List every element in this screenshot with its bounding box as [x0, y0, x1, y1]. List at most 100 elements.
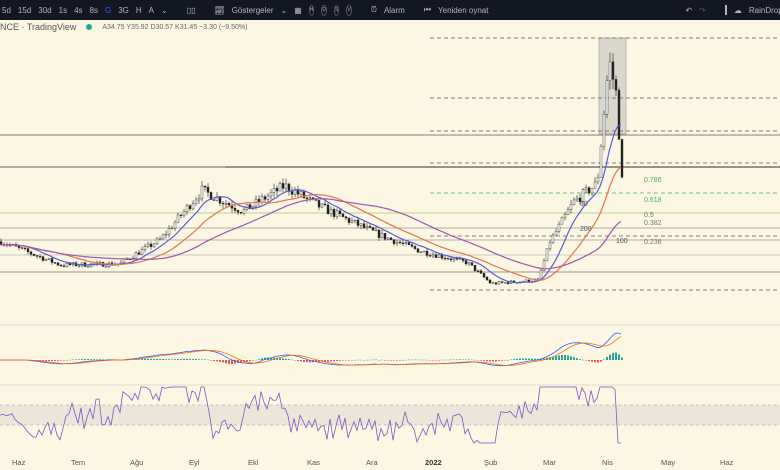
interval-5d[interactable]: 5d	[2, 5, 11, 15]
interval-8s[interactable]: 8s	[89, 5, 98, 15]
redo-icon[interactable]: ↷	[699, 5, 706, 15]
macd-histogram-bar	[534, 358, 536, 360]
macd-histogram-bar	[309, 360, 311, 363]
replay-button[interactable]: Yeniden oynat	[438, 5, 489, 15]
candle	[191, 203, 195, 210]
macd-histogram-bar	[435, 360, 437, 361]
symbol-title: NCE · TradingView	[0, 22, 77, 32]
fib-label-0.236: 0.236	[644, 239, 662, 247]
macd-histogram-bar	[288, 359, 290, 360]
candle	[17, 246, 21, 248]
macd-histogram-bar	[579, 359, 581, 360]
macd-histogram-bar	[486, 360, 488, 362]
macd-histogram-bar	[372, 359, 374, 361]
macd-histogram-bar	[39, 360, 41, 361]
macd-histogram-bar	[87, 359, 89, 360]
candle	[374, 229, 378, 232]
fullscreen-icon[interactable]	[724, 5, 727, 15]
circle-button-v[interactable]: V	[346, 4, 352, 16]
macd-histogram-bar	[102, 359, 104, 360]
macd-histogram-bar	[210, 360, 212, 361]
candle-type-icon[interactable]: ▯▯	[186, 5, 196, 15]
macd-histogram-bar	[51, 360, 53, 361]
candle	[353, 219, 357, 222]
candle	[479, 270, 483, 274]
candle	[422, 250, 426, 253]
macd-histogram-bar	[351, 360, 353, 361]
candle	[266, 195, 270, 200]
candle	[416, 248, 420, 253]
indicators-button[interactable]: Göstergeler	[231, 5, 274, 15]
candle	[563, 214, 567, 219]
candle	[584, 187, 588, 190]
candle	[122, 258, 126, 263]
candle	[569, 204, 573, 210]
circle-button-h[interactable]: H	[308, 4, 315, 16]
candle	[188, 205, 192, 210]
alarm-button[interactable]: Alarm	[383, 5, 405, 15]
macd-histogram-bar	[156, 358, 158, 360]
candle	[161, 234, 165, 240]
circle-button-s[interactable]: S	[334, 4, 340, 16]
macd-histogram-bar	[456, 359, 458, 361]
replay-icon[interactable]: ⏮︎	[423, 5, 432, 14]
undo-icon[interactable]: ↶	[685, 5, 693, 15]
macd-histogram-bar	[150, 358, 152, 360]
macd-histogram-bar	[483, 360, 485, 361]
interval-A[interactable]: A	[148, 5, 155, 15]
candle	[149, 243, 153, 247]
candle	[41, 256, 45, 261]
user-account[interactable]: RainDropCrypto	[748, 5, 780, 15]
candle	[134, 252, 138, 259]
chevron-down-icon[interactable]: ⌄	[161, 5, 168, 15]
interval-G[interactable]: G	[104, 5, 112, 15]
macd-histogram-bar	[282, 358, 284, 360]
interval-H[interactable]: H	[135, 5, 142, 15]
candle	[53, 262, 57, 264]
macd-histogram-bar	[564, 354, 566, 360]
candle	[284, 183, 288, 189]
macd-histogram-bar	[207, 359, 209, 361]
candle	[419, 251, 423, 254]
candle	[47, 258, 51, 260]
macd-histogram-bar	[276, 357, 278, 360]
candle	[614, 79, 618, 91]
macd-histogram-bar	[441, 359, 443, 361]
macd-histogram-bar	[198, 359, 200, 360]
interval-4s[interactable]: 4s	[74, 5, 83, 15]
interval-3G[interactable]: 3G	[118, 5, 129, 15]
candle	[524, 279, 528, 282]
candle	[212, 199, 216, 201]
cloud-icon[interactable]: ☁	[733, 5, 742, 15]
macd-histogram-bar	[216, 360, 218, 362]
chevron-down-icon[interactable]: ⌄	[280, 5, 288, 15]
macd-signal-line	[0, 336, 622, 366]
macd-histogram-bar	[330, 360, 332, 362]
candle	[335, 210, 339, 217]
circle-button-d[interactable]: D	[321, 4, 327, 16]
time-label: Eyl	[189, 458, 200, 467]
candle	[437, 254, 441, 258]
macd-histogram-bar	[225, 360, 227, 364]
candle	[56, 262, 60, 266]
macd-histogram-bar	[318, 360, 320, 362]
candle	[233, 207, 237, 211]
candle	[200, 185, 204, 199]
macd-histogram-bar	[480, 360, 482, 361]
macd-histogram-bar	[558, 355, 560, 360]
candle	[602, 114, 606, 147]
indicators-icon[interactable]: 📈︎	[214, 5, 225, 15]
interval-30d[interactable]: 30d	[38, 5, 52, 15]
macd-histogram-bar	[390, 360, 392, 361]
macd-histogram-bar	[213, 360, 215, 361]
macd-histogram-bar	[561, 354, 563, 360]
macd-histogram-bar	[348, 360, 350, 361]
fib-label-0.618: 0.618	[644, 197, 662, 205]
interval-1s[interactable]: 1s	[58, 5, 68, 15]
layout-grid-icon[interactable]: ▦	[294, 5, 302, 15]
macd-histogram-bar	[402, 359, 404, 361]
interval-15d[interactable]: 15d	[17, 5, 32, 15]
alarm-icon[interactable]: ⏰︎	[370, 5, 377, 14]
macd-histogram-bar	[525, 358, 527, 360]
